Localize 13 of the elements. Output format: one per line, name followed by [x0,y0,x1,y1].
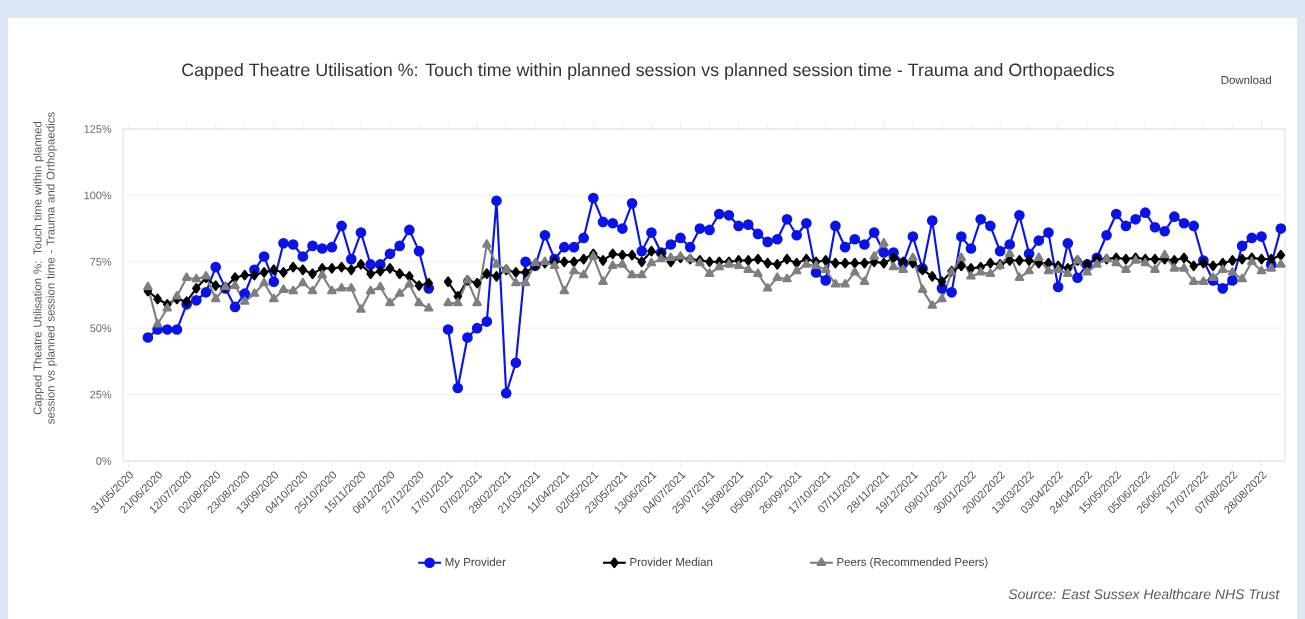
y-tick-label: 75% [90,257,112,266]
text: Download [1221,75,1271,85]
y-tick-label: 0% [96,457,112,465]
source-note: Source: East Sussex Healthcare NHS Trust [1008,588,1280,600]
y-tick-label: 125% [84,125,112,133]
y-tick-label: 25% [90,390,112,399]
legend-label: My Provider [445,557,506,569]
legend-label: Peers (Recommended Peers) [837,557,988,569]
y-axis-title: Capped Theatre Utilisation %: Touch time within planned session vs planned session time - Trauma and Orthopaedics [33,112,57,424]
chart-title: Capped Theatre Utilisation %: Touch time within planned session vs planned session time - Trauma and Orthopaedics [182,63,1114,80]
legend-label: Provider Median [630,557,713,567]
y-tick-label: 50% [90,324,112,333]
y-tick-label: 100% [84,191,112,200]
